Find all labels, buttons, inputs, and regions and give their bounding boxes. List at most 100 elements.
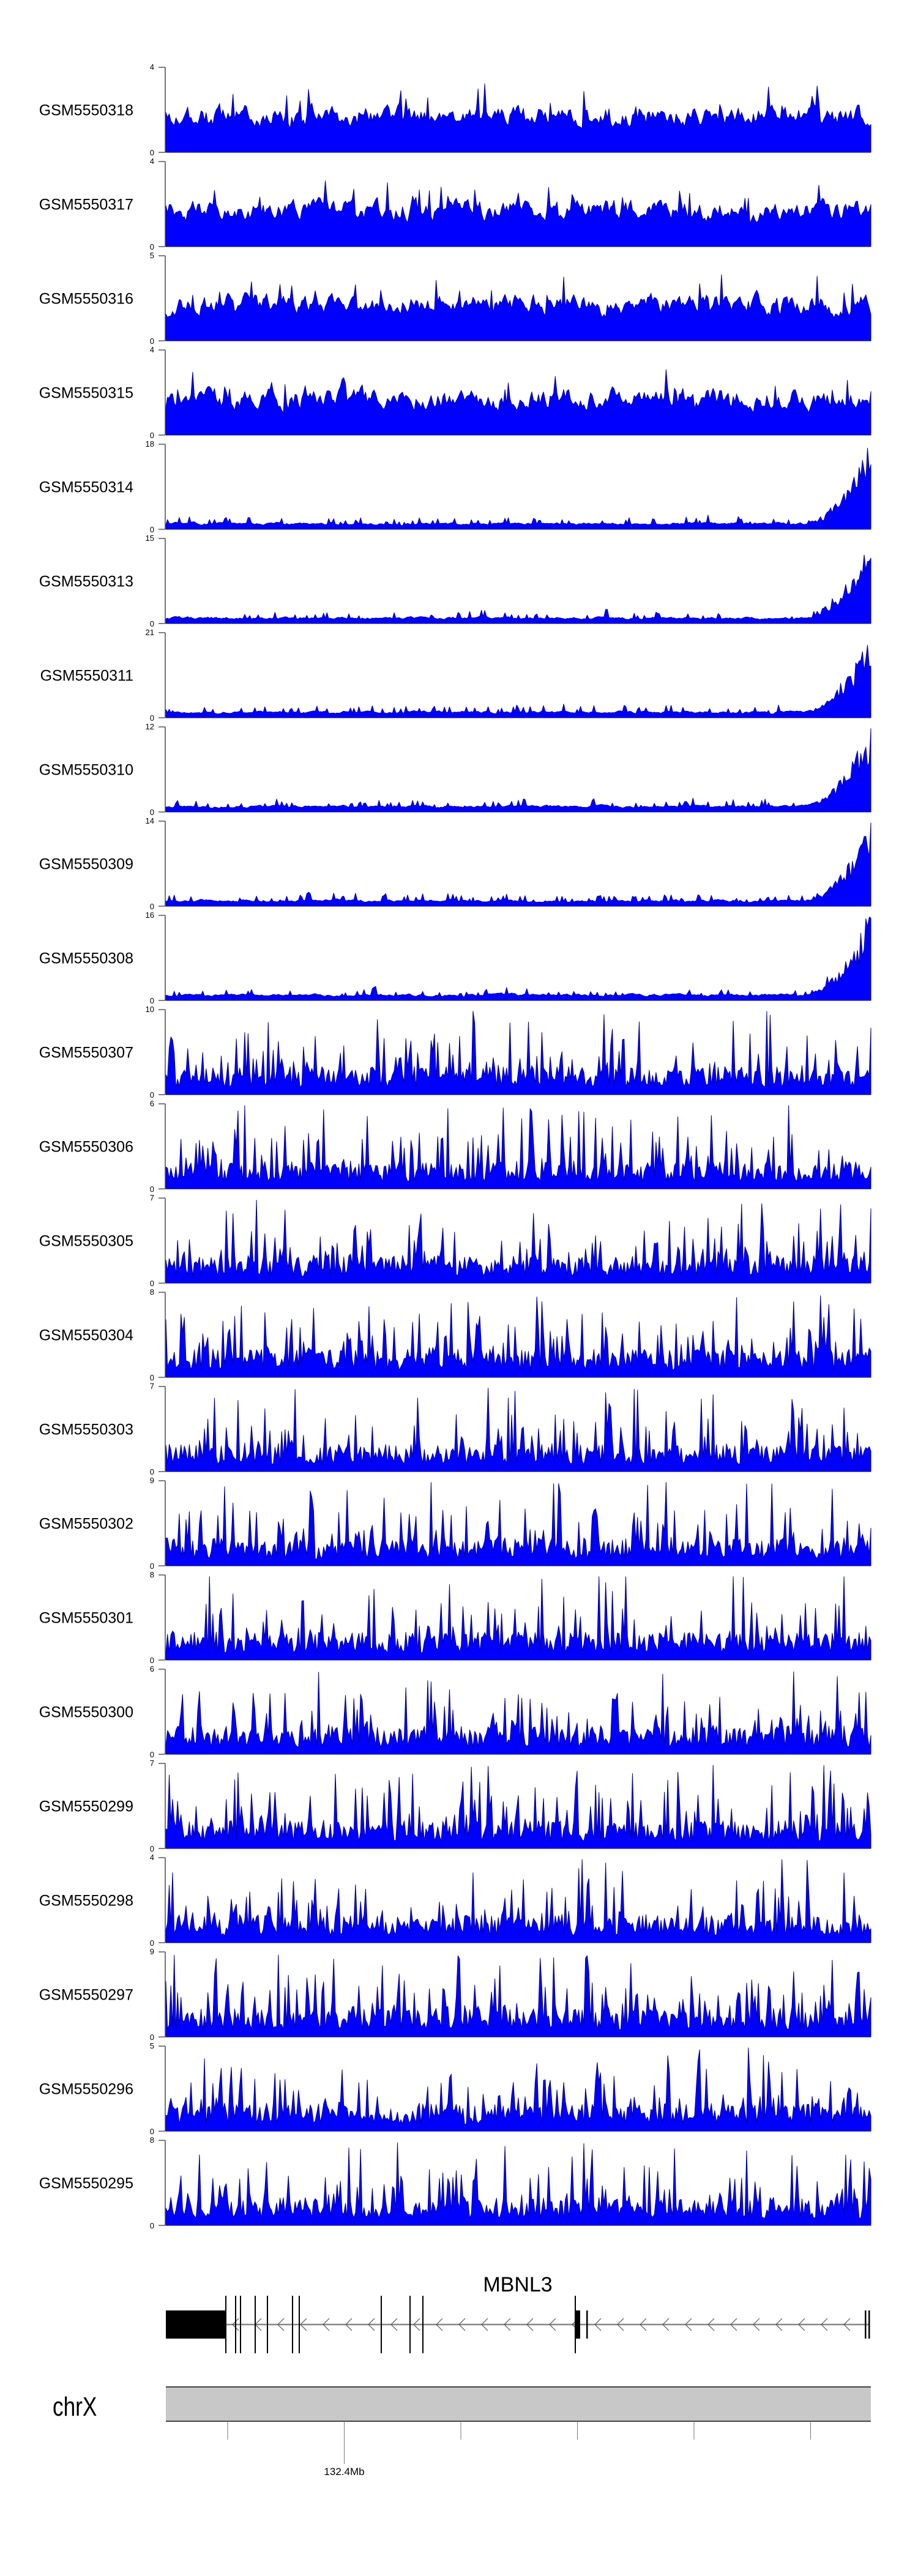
track-GSM5550314: GSM5550314 18 0 [39, 439, 871, 534]
strand-arrow-icon [798, 2318, 805, 2331]
strand-arrow-icon [549, 2318, 556, 2331]
strand-arrow-icon [345, 2318, 353, 2331]
strand-arrow-icon [640, 2318, 647, 2331]
y-tick-label-max: 7 [150, 1193, 154, 1202]
y-tick-label-min: 0 [150, 996, 154, 1005]
track-GSM5550302: GSM5550302 9 0 [39, 1476, 871, 1571]
strand-arrow-icon [753, 2318, 760, 2331]
y-tick-label-max: 14 [146, 816, 154, 825]
signal-area [165, 1765, 871, 1849]
strand-arrow-icon [504, 2318, 511, 2331]
signal-area [165, 1859, 871, 1943]
y-tick-label-min: 0 [150, 902, 154, 911]
track-GSM5550307: GSM5550307 10 0 [39, 1005, 871, 1100]
y-tick-label-min: 0 [150, 1467, 154, 1476]
y-tick-label-min: 0 [150, 242, 154, 251]
signal-area [165, 822, 871, 907]
signal-area [165, 1388, 871, 1472]
y-tick-label-min: 0 [150, 1844, 154, 1853]
y-tick-label-max: 4 [150, 157, 154, 166]
signal-area [165, 1295, 871, 1378]
y-tick-label-max: 15 [146, 534, 154, 543]
track-GSM5550318: GSM5550318 4 0 [39, 62, 871, 157]
strand-arrow-icon [526, 2318, 534, 2331]
y-tick-label-max: 8 [150, 1570, 154, 1579]
y-tick-label-max: 9 [150, 1476, 154, 1485]
y-tick-label-min: 0 [150, 525, 154, 534]
strand-arrow-icon [685, 2318, 692, 2331]
track-label: GSM5550298 [39, 1893, 133, 1910]
exon [865, 2310, 867, 2339]
strand-arrow-icon [413, 2318, 420, 2331]
signal-area [165, 728, 871, 813]
strand-arrow-icon [436, 2318, 443, 2331]
track-GSM5550305: GSM5550305 7 0 [39, 1193, 871, 1288]
y-tick-label-max: 21 [146, 628, 154, 637]
y-tick-label-min: 0 [150, 1373, 154, 1382]
y-tick-label-max: 10 [146, 1005, 154, 1014]
y-tick-label-min: 0 [150, 1750, 154, 1759]
y-tick-label-max: 7 [150, 1759, 154, 1768]
y-tick-label-min: 0 [150, 337, 154, 346]
exon [586, 2310, 588, 2339]
y-tick-label-min: 0 [150, 148, 154, 157]
track-label: GSM5550315 [39, 385, 133, 402]
track-GSM5550299: GSM5550299 7 0 [39, 1759, 871, 1853]
y-tick-label-min: 0 [150, 1562, 154, 1571]
signal-area [165, 917, 871, 1001]
track-label: GSM5550310 [39, 762, 133, 779]
gene-label: MBNL3 [483, 2273, 552, 2296]
signal-area [165, 369, 871, 436]
ideogram-track: chrX 132.4Mb [53, 2386, 871, 2477]
track-label: GSM5550317 [39, 196, 133, 214]
y-tick-label-max: 6 [150, 1099, 154, 1108]
track-GSM5550295: GSM5550295 8 0 [39, 2135, 871, 2230]
track-label: GSM5550299 [39, 1798, 133, 1815]
chromosome-label: chrX [53, 2392, 97, 2422]
signal-area [165, 83, 871, 153]
y-tick-label-min: 0 [150, 2221, 154, 2230]
track-label: GSM5550297 [39, 1987, 133, 2004]
track-label: GSM5550300 [39, 1704, 133, 1721]
strand-arrow-icon [730, 2318, 737, 2331]
signal-area [165, 1011, 871, 1095]
chromosome-bar [166, 2387, 871, 2421]
track-label: GSM5550305 [39, 1233, 133, 1250]
track-GSM5550303: GSM5550303 7 0 [39, 1382, 871, 1476]
signal-area [165, 1199, 871, 1284]
y-tick-label-max: 4 [150, 1853, 154, 1862]
signal-area [165, 1576, 871, 1661]
track-label: GSM5550313 [39, 573, 133, 590]
y-tick-label-max: 18 [146, 439, 154, 449]
strand-arrow-icon [775, 2318, 783, 2331]
signal-area [165, 644, 871, 718]
strand-arrow-icon [707, 2318, 715, 2331]
track-GSM5550297: GSM5550297 9 0 [39, 1947, 871, 2042]
y-tick-label-max: 5 [150, 251, 154, 260]
strand-arrow-icon [368, 2318, 375, 2331]
track-label: GSM5550295 [39, 2175, 133, 2192]
track-GSM5550311: GSM5550311 21 0 [40, 628, 871, 723]
y-tick-label-min: 0 [150, 1656, 154, 1665]
track-GSM5550296: GSM5550296 5 0 [39, 2041, 871, 2136]
signal-area [165, 2142, 871, 2226]
y-tick-label-min: 0 [150, 713, 154, 723]
y-tick-label-max: 8 [150, 1287, 154, 1297]
y-tick-label-max: 7 [150, 1382, 154, 1391]
track-GSM5550306: GSM5550306 6 0 [39, 1099, 871, 1194]
signal-area [165, 1954, 871, 2038]
track-label: GSM5550296 [39, 2081, 133, 2098]
strand-arrow-icon [481, 2318, 488, 2331]
track-label: GSM5550318 [39, 102, 133, 119]
signal-area [165, 554, 871, 624]
y-tick-label-min: 0 [150, 1185, 154, 1194]
signal-area [165, 447, 871, 530]
track-label: GSM5550316 [39, 291, 133, 308]
strand-arrow-icon [662, 2318, 670, 2331]
y-tick-label-max: 12 [146, 722, 154, 731]
track-GSM5550313: GSM5550313 15 0 [39, 534, 871, 628]
y-tick-label-min: 0 [150, 2127, 154, 2136]
track-label: GSM5550302 [39, 1516, 133, 1533]
track-label: GSM5550314 [39, 479, 133, 496]
